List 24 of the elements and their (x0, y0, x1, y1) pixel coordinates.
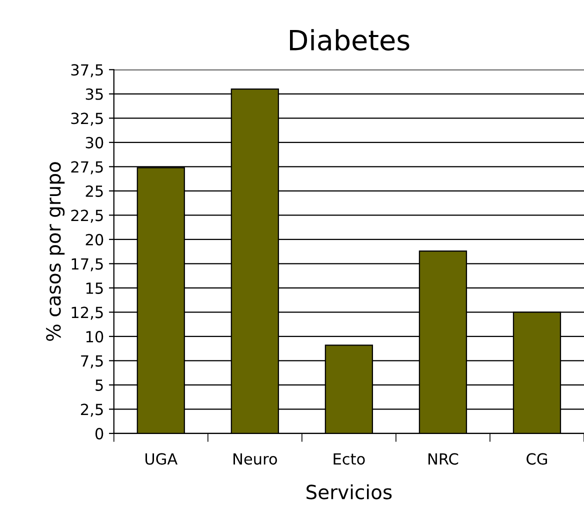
y-tick-label: 5 (96, 380, 103, 391)
y-tick-label: 10 (86, 330, 104, 342)
y-tick-label: 17,5 (72, 258, 103, 272)
x-tick-label: NRC (428, 453, 458, 465)
x-tick-label: CG (526, 453, 547, 465)
x-axis-title: Servicios (306, 484, 392, 500)
y-tick-label: 20 (86, 234, 104, 246)
y-tick-label: 35 (86, 88, 103, 100)
y-tick-label: 2,5 (80, 404, 103, 417)
y-tick-label: 25 (86, 185, 103, 197)
y-tick-label: 7,5 (81, 355, 103, 368)
y-tick-label: 37,5 (71, 64, 103, 78)
x-tick-label: UGA (145, 453, 178, 465)
y-tick-label: 22,5 (71, 210, 103, 223)
y-tick-label: 12,5 (72, 306, 103, 320)
y-tick-label: 32,5 (71, 112, 103, 126)
y-tick-label: 0 (95, 428, 104, 440)
y-tick-label: 27,5 (71, 161, 103, 174)
x-tick-label: Ecto (334, 453, 365, 465)
x-tick-label: Neuro (234, 453, 277, 465)
y-tick-label: 30 (86, 136, 104, 148)
y-tick-label: 15 (86, 282, 103, 294)
chart-title: Diabetes (290, 29, 410, 51)
y-axis-title: % casos por grupo (46, 162, 65, 341)
